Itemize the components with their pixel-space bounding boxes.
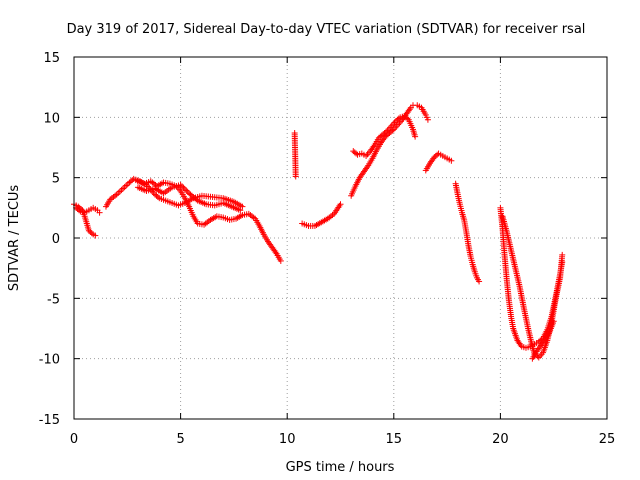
- data-point: [448, 157, 455, 164]
- data-point: [88, 230, 95, 237]
- tick-labels: 0 5 10 15 20 25 -15 -10 -5 0 5 10 15: [39, 51, 616, 447]
- y-tick-label: -10: [39, 353, 60, 368]
- data-point: [115, 190, 122, 197]
- y-tick-label: -5: [47, 292, 60, 307]
- data-point: [183, 187, 190, 194]
- x-tick-label: 0: [70, 432, 78, 447]
- y-tick-label: 5: [52, 172, 60, 187]
- data-point: [404, 115, 411, 122]
- data-point: [75, 207, 82, 214]
- plot-frame: [73, 56, 608, 420]
- data-point: [239, 203, 246, 210]
- data-point: [412, 133, 419, 140]
- x-tick-label: 15: [386, 432, 403, 447]
- data-point: [292, 173, 299, 180]
- data-points: [71, 102, 566, 362]
- y-tick-label: 10: [43, 111, 60, 126]
- x-axis-title: GPS time / hours: [286, 460, 395, 475]
- x-tick-label: 25: [599, 432, 616, 447]
- data-point: [180, 184, 187, 191]
- data-point: [559, 251, 566, 258]
- grid-lines: [74, 57, 607, 419]
- data-point: [277, 257, 284, 264]
- y-tick-label: 0: [52, 232, 60, 247]
- data-point: [124, 181, 131, 188]
- data-point: [116, 188, 123, 195]
- data-point: [121, 184, 128, 191]
- x-tick-label: 20: [492, 432, 509, 447]
- data-point: [120, 185, 127, 192]
- data-point: [96, 209, 103, 216]
- data-point: [193, 196, 200, 203]
- data-point: [550, 318, 557, 325]
- data-point: [123, 182, 130, 189]
- data-point: [382, 128, 389, 135]
- data-point: [184, 188, 191, 195]
- data-point: [424, 116, 431, 123]
- chart-title: Day 319 of 2017, Sidereal Day-to-day VTE…: [67, 22, 586, 37]
- data-point: [337, 201, 344, 208]
- data-point: [177, 181, 184, 188]
- data-point: [476, 278, 483, 285]
- axis-ticks: [73, 56, 608, 420]
- data-point: [353, 150, 360, 157]
- x-tick-label: 5: [176, 432, 184, 447]
- y-tick-label: 15: [43, 51, 60, 66]
- y-axis-title: SDTVAR / TECUs: [7, 185, 22, 292]
- y-tick-label: -15: [39, 413, 60, 428]
- data-point: [154, 193, 161, 200]
- data-point: [92, 232, 99, 239]
- data-point: [179, 183, 186, 190]
- data-point: [395, 115, 402, 122]
- x-tick-label: 10: [279, 432, 296, 447]
- data-point: [118, 187, 125, 194]
- data-point: [181, 186, 188, 193]
- data-point: [237, 207, 244, 214]
